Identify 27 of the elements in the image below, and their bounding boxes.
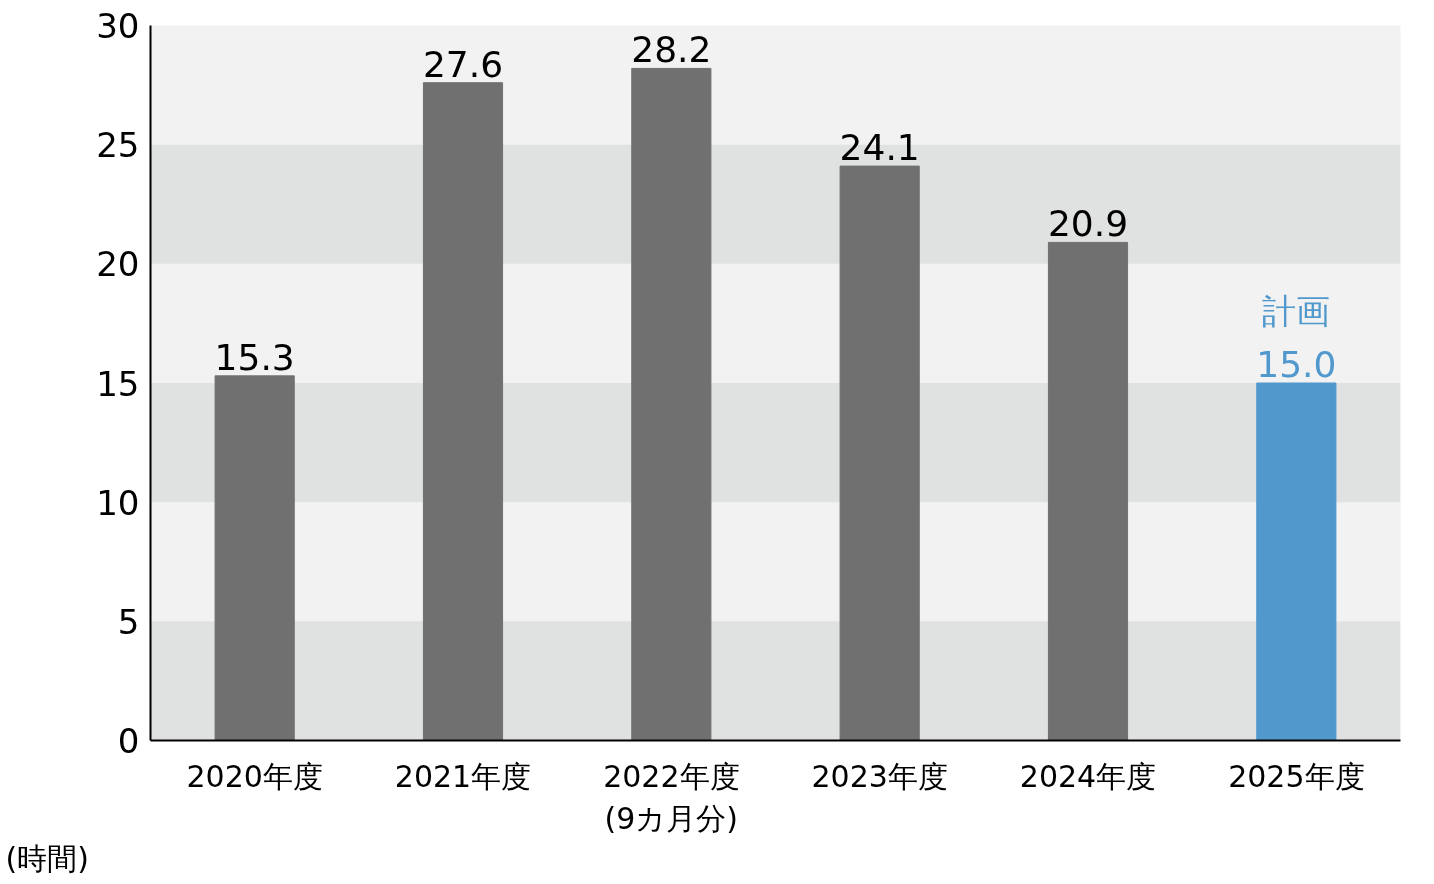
y-tick-label: 5: [117, 601, 140, 642]
data-label: 15.0: [1256, 344, 1337, 385]
x-tick-label: 2021年度: [394, 758, 532, 794]
y-tick-label: 0: [117, 721, 140, 761]
bar: [631, 67, 712, 741]
x-tick-label: 2024年度: [1019, 758, 1157, 794]
bar: [839, 165, 920, 741]
bar: [422, 82, 504, 741]
data-label: 15.3: [214, 336, 295, 378]
bar: [1047, 241, 1129, 741]
y-tick-label: 20: [96, 244, 140, 285]
y-axis-title: (時間): [5, 840, 89, 876]
x-tick-label: 2023年度: [811, 758, 948, 794]
annotation: 計画: [1262, 291, 1331, 331]
x-tick-label: 2020年度: [186, 758, 323, 794]
data-label: 27.6: [422, 43, 504, 85]
bar: [214, 375, 295, 741]
x-tick-label: 2025年度: [1228, 758, 1365, 794]
y-tick-label: 30: [96, 6, 140, 46]
data-label: 28.2: [631, 29, 712, 71]
bar: [1256, 382, 1337, 741]
y-tick-label: 10: [96, 482, 140, 523]
data-label: 20.9: [1047, 203, 1129, 245]
x-tick-label: 2022年度 (9カ月分): [603, 758, 740, 836]
data-label: 24.1: [839, 127, 920, 169]
y-tick-label: 15: [96, 363, 140, 404]
y-tick-label: 25: [96, 125, 140, 166]
